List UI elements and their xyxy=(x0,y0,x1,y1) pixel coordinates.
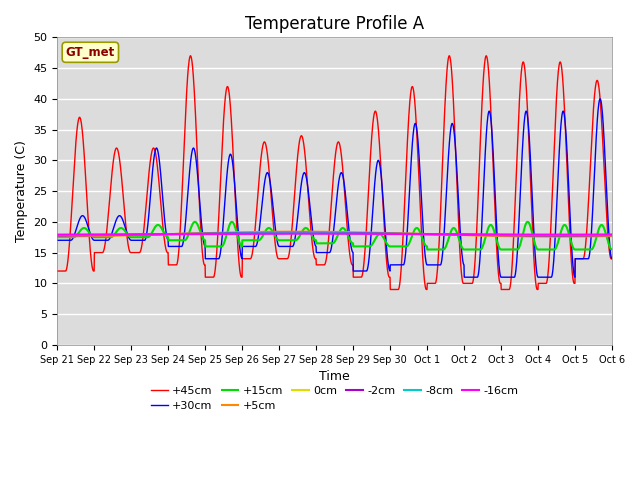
+30cm xyxy=(460,274,468,280)
+30cm xyxy=(575,256,582,262)
Line: +5cm: +5cm xyxy=(58,232,612,237)
0cm xyxy=(351,230,358,236)
-16cm xyxy=(575,232,582,238)
Line: +30cm: +30cm xyxy=(58,99,612,277)
-16cm xyxy=(54,232,61,238)
Y-axis label: Temperature (C): Temperature (C) xyxy=(15,140,28,242)
-8cm xyxy=(351,230,358,236)
-2cm xyxy=(608,232,616,238)
0cm xyxy=(294,229,301,235)
+45cm xyxy=(608,256,616,262)
Line: -2cm: -2cm xyxy=(58,233,612,236)
Line: +15cm: +15cm xyxy=(58,222,612,250)
+15cm xyxy=(575,247,582,252)
-16cm xyxy=(552,232,560,238)
-8cm xyxy=(363,231,371,237)
-2cm xyxy=(552,233,560,239)
+15cm xyxy=(208,243,216,249)
Legend: +45cm, +30cm, +15cm, +5cm, 0cm, -2cm, -8cm, -16cm: +45cm, +30cm, +15cm, +5cm, 0cm, -2cm, -8… xyxy=(147,381,523,416)
-2cm xyxy=(559,233,567,239)
+45cm xyxy=(497,280,504,286)
+45cm xyxy=(54,268,61,274)
-2cm xyxy=(294,230,301,236)
0cm xyxy=(559,233,567,239)
Line: -16cm: -16cm xyxy=(58,234,612,235)
+5cm xyxy=(559,234,567,240)
Title: Temperature Profile A: Temperature Profile A xyxy=(245,15,424,33)
-2cm xyxy=(496,232,504,238)
+5cm xyxy=(54,234,61,240)
+15cm xyxy=(608,247,616,252)
+30cm xyxy=(496,271,504,276)
+15cm xyxy=(424,247,431,252)
+5cm xyxy=(351,229,358,235)
+15cm xyxy=(54,234,61,240)
-8cm xyxy=(559,232,567,238)
+45cm xyxy=(387,287,394,292)
+5cm xyxy=(496,233,504,239)
+15cm xyxy=(524,219,532,225)
-8cm xyxy=(294,230,301,236)
+30cm xyxy=(559,108,567,114)
-16cm xyxy=(559,232,567,238)
-16cm xyxy=(363,231,371,237)
+30cm xyxy=(608,256,616,262)
+45cm xyxy=(209,274,216,280)
-8cm xyxy=(575,232,582,238)
+45cm xyxy=(351,274,358,280)
0cm xyxy=(608,233,616,239)
+30cm xyxy=(208,256,216,262)
0cm xyxy=(54,233,61,239)
0cm xyxy=(363,230,371,236)
-16cm xyxy=(608,232,616,238)
Text: GT_met: GT_met xyxy=(66,46,115,59)
+15cm xyxy=(363,243,371,249)
+5cm xyxy=(552,234,560,240)
-2cm xyxy=(363,230,371,236)
Line: 0cm: 0cm xyxy=(58,232,612,236)
+30cm xyxy=(351,268,358,274)
0cm xyxy=(496,233,504,239)
0cm xyxy=(208,230,216,236)
+5cm xyxy=(608,233,616,239)
-8cm xyxy=(54,232,61,238)
+45cm xyxy=(559,86,567,92)
0cm xyxy=(552,233,560,239)
X-axis label: Time: Time xyxy=(319,370,350,383)
-8cm xyxy=(608,232,616,238)
+5cm xyxy=(294,229,301,235)
-16cm xyxy=(351,231,358,237)
-2cm xyxy=(54,233,61,239)
-8cm xyxy=(552,232,560,238)
+30cm xyxy=(363,268,371,274)
+15cm xyxy=(351,243,358,249)
-2cm xyxy=(575,233,582,239)
-8cm xyxy=(496,232,504,238)
+5cm xyxy=(363,229,371,235)
-2cm xyxy=(208,230,216,236)
Line: -8cm: -8cm xyxy=(58,233,612,235)
-8cm xyxy=(208,231,216,237)
+45cm xyxy=(363,217,371,223)
+15cm xyxy=(496,246,504,252)
+30cm xyxy=(54,238,61,243)
+5cm xyxy=(575,234,582,240)
-16cm xyxy=(294,231,301,237)
-2cm xyxy=(351,230,358,236)
+45cm xyxy=(575,256,582,262)
+45cm xyxy=(187,53,195,59)
Line: +45cm: +45cm xyxy=(58,56,612,289)
0cm xyxy=(575,233,582,239)
+5cm xyxy=(208,230,216,236)
-16cm xyxy=(496,232,504,238)
+30cm xyxy=(596,96,604,102)
+15cm xyxy=(559,223,567,228)
-16cm xyxy=(208,231,216,237)
